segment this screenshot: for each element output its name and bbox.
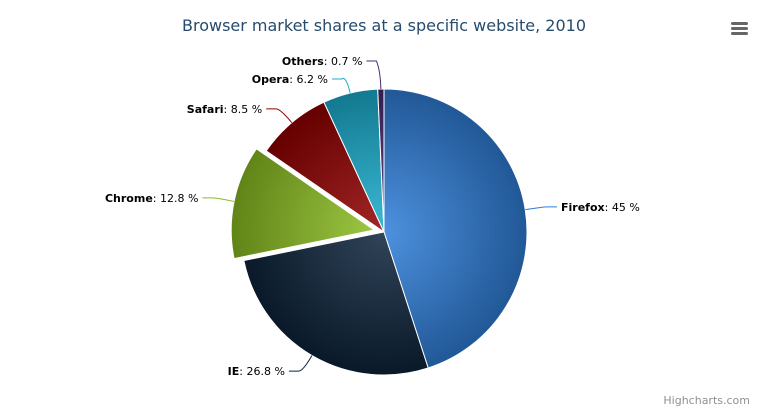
pie-slice-others[interactable] <box>377 88 385 233</box>
pie-slice-firefox[interactable] <box>383 88 528 369</box>
connector-firefox <box>525 206 558 211</box>
data-label-firefox: Firefox: 45 % <box>561 201 640 214</box>
chart-title: Browser market shares at a specific webs… <box>182 16 586 35</box>
connector-ie <box>288 355 313 372</box>
connector-opera <box>331 77 351 94</box>
data-label-chrome: Chrome: 12.8 % <box>105 192 198 205</box>
connector-safari <box>266 108 293 124</box>
hamburger-menu-icon[interactable] <box>727 18 751 40</box>
data-label-others: Others: 0.7 % <box>282 55 363 68</box>
pie-slice-ie[interactable] <box>243 231 429 376</box>
data-label-ie: IE: 26.8 % <box>228 365 285 378</box>
connector-others <box>366 60 382 90</box>
credits-link[interactable]: Highcharts.com <box>663 394 750 407</box>
connector-chrome <box>202 197 235 202</box>
data-label-safari: Safari: 8.5 % <box>187 103 262 116</box>
data-label-opera: Opera: 6.2 % <box>252 73 328 86</box>
